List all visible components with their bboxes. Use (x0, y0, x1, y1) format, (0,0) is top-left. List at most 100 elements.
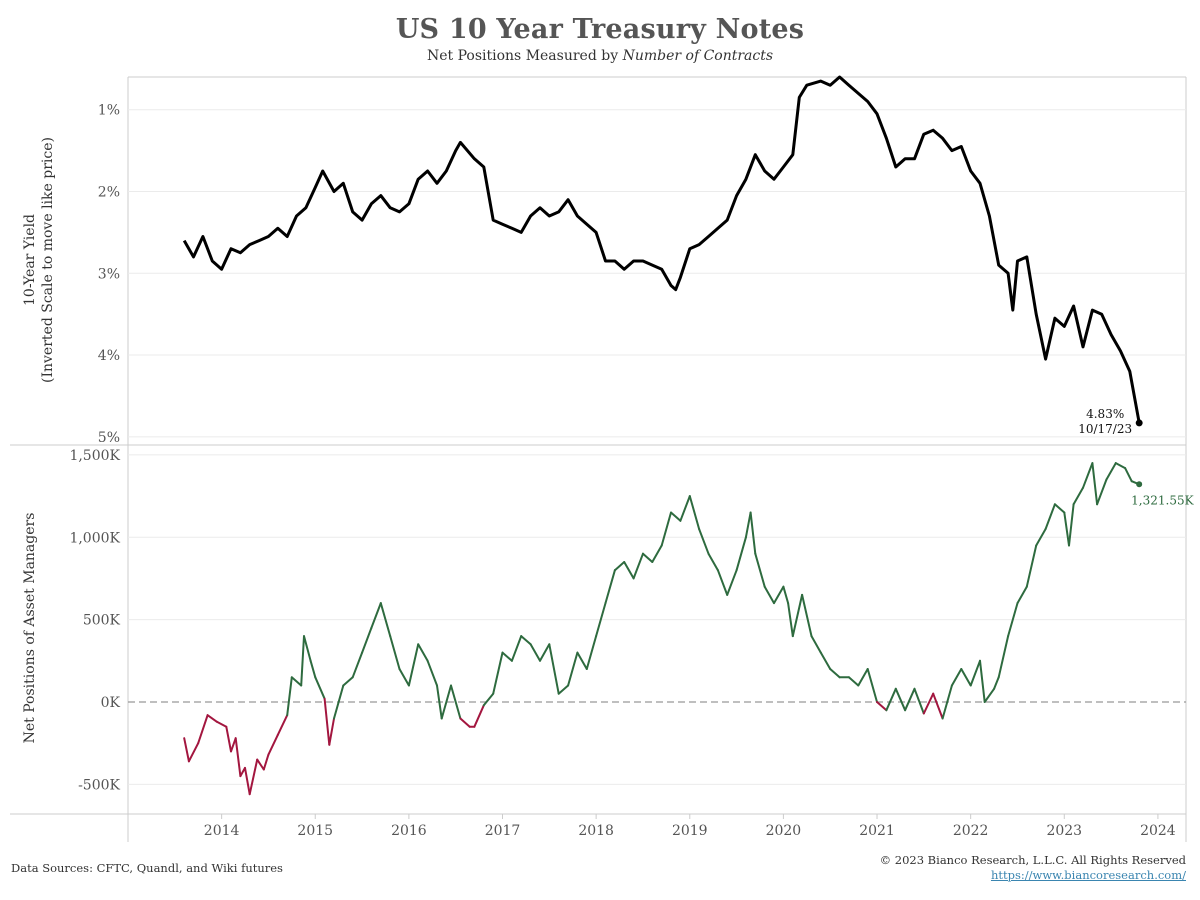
positions-series-line (183, 462, 1141, 796)
positions-segment (688, 495, 701, 530)
footer-credits: © 2023 Bianco Research, L.L.C. All Right… (880, 853, 1186, 883)
positions-segment (829, 668, 841, 679)
positions-segment (894, 687, 907, 712)
yield-axis-ticks: 1% 2% 3% 4% 5% (98, 103, 120, 446)
data-sources: Data Sources: CFTC, Quandl, and Wiki fut… (11, 861, 283, 875)
positions-segment (370, 602, 382, 629)
positions-segment (1016, 585, 1028, 605)
positions-segment (510, 635, 523, 662)
positions-segment (1114, 462, 1127, 470)
positions-segment (623, 561, 635, 580)
positions-segment (407, 643, 420, 687)
positions-segment (234, 737, 242, 778)
positions-segment (679, 495, 691, 522)
positions-segment (642, 552, 654, 563)
positions-segment (585, 635, 598, 670)
website-link[interactable]: https://www.biancoresearch.com/ (990, 868, 1186, 882)
positions-segment (1035, 528, 1047, 547)
positions-segment (847, 676, 860, 687)
positions-segment (1007, 602, 1019, 638)
positions-tick-label: 1,500K (69, 448, 120, 464)
yield-last-date: 10/17/23 (1078, 422, 1132, 436)
positions-segment (913, 687, 925, 715)
x-tick-label: 2021 (859, 823, 895, 839)
positions-segment (904, 687, 916, 712)
positions-segment (1063, 511, 1070, 547)
positions-last-value: 1,321.55K (1131, 493, 1194, 507)
positions-segment (885, 687, 897, 712)
positions-segment (787, 602, 794, 638)
positions-segment (651, 544, 663, 563)
yield-axis-label: 10-Year Yield (22, 214, 38, 306)
positions-tick-label: 0K (101, 695, 121, 711)
positions-segment (286, 676, 293, 717)
positions-segment (819, 651, 832, 670)
positions-segment (290, 676, 303, 687)
positions-segment (501, 651, 513, 662)
positions-grid (128, 454, 1186, 785)
positions-segment (328, 717, 335, 746)
positions-segment (613, 561, 626, 572)
positions-end-marker (1136, 481, 1143, 488)
positions-segment (267, 733, 279, 756)
positions-segment (754, 552, 766, 588)
subtitle-prefix: Net Positions Measured by (426, 48, 623, 64)
positions-segment (244, 766, 251, 796)
positions-segment (389, 635, 401, 670)
positions-segment (983, 687, 996, 703)
positions-segment (876, 701, 888, 712)
positions-segment (230, 737, 237, 753)
positions-segment (520, 635, 532, 646)
positions-segment (1082, 462, 1094, 489)
positions-segment (225, 725, 232, 753)
positions-segment (670, 511, 682, 522)
positions-segment (557, 684, 570, 695)
yield-last-value: 4.83% (1086, 407, 1124, 421)
positions-segment (482, 692, 495, 707)
positions-segment (303, 635, 312, 662)
positions-segment (351, 651, 364, 679)
positions-segment (922, 692, 935, 715)
positions-segment (660, 511, 672, 547)
positions-segment (1096, 478, 1108, 506)
positions-segment (595, 602, 607, 638)
x-tick-label: 2022 (953, 823, 989, 839)
x-tick-label: 2019 (672, 823, 708, 839)
yield-series-line (182, 75, 1141, 424)
positions-segment (309, 659, 317, 679)
positions-tick-label: 1,000K (69, 530, 120, 546)
positions-segment (604, 569, 616, 605)
positions-segment (1072, 486, 1084, 506)
positions-axis-ticks: -500K 0K 500K 1,000K 1,500K (69, 448, 120, 793)
positions-segment (426, 659, 438, 687)
positions-segment (183, 737, 190, 763)
positions-segment (206, 714, 218, 723)
positions-segment (1068, 503, 1075, 547)
positions-segment (548, 643, 560, 695)
positions-segment (932, 692, 944, 720)
x-axis-ticks: 2014 2015 2016 2017 2018 2019 2020 2021 2022 2023… (204, 814, 1176, 839)
positions-segment (379, 602, 392, 638)
positions-segment (950, 668, 963, 687)
positions-segment (539, 643, 551, 662)
positions-segment (248, 758, 259, 796)
positions-segment (735, 536, 747, 572)
positions-segment (459, 717, 471, 728)
x-tick-label: 2018 (578, 823, 614, 839)
positions-segment (567, 651, 579, 687)
positions-segment (314, 676, 326, 700)
x-tick-label: 2020 (766, 823, 802, 839)
positions-segment (698, 528, 710, 555)
positions-segment (801, 593, 813, 638)
positions-segment (763, 585, 775, 605)
positions-segment (1124, 467, 1133, 483)
positions-tick-label: 500K (83, 613, 121, 629)
positions-segment (1053, 503, 1066, 514)
positions-segment (857, 668, 869, 687)
positions-segment (866, 668, 878, 703)
positions-segment (197, 714, 209, 745)
positions-axis-label: Net Positions of Asset Managers (22, 513, 38, 744)
positions-segment (342, 676, 354, 687)
yield-tick-label: 2% (98, 184, 120, 200)
x-tick-label: 2014 (204, 823, 240, 839)
